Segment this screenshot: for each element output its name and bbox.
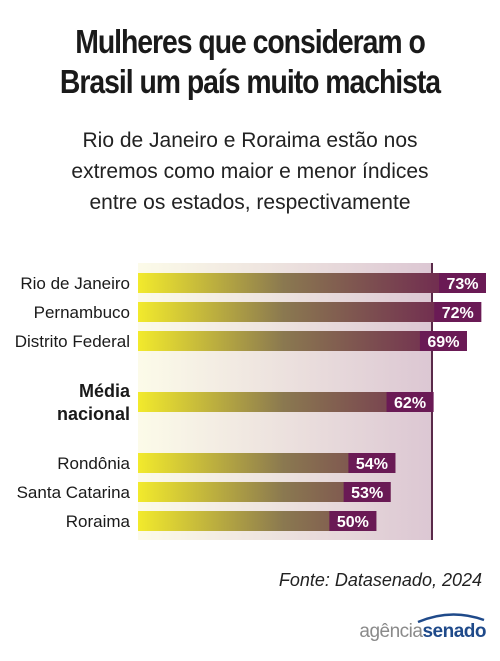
value-label-bg-media-nacional (386, 392, 434, 412)
source-note: Fonte: Datasenado, 2024 (278, 570, 482, 590)
value-label-bg-distrito-federal (419, 331, 467, 351)
chart-title: Mulheres que consideram o Brasil um país… (52, 22, 448, 102)
value-label-bg-pernambuco (434, 302, 482, 322)
category-label-rio-de-janeiro: Rio de Janeiro (20, 274, 130, 293)
subtitle-line-1: Rio de Janeiro e Roraima estão nos (82, 129, 418, 152)
bar-pernambuco (138, 302, 482, 322)
title-line-1: Mulheres que consideram o (75, 23, 426, 60)
value-label-rio-de-janeiro: 73% (446, 276, 478, 293)
category-label-distrito-federal: Distrito Federal (15, 332, 130, 351)
title-line-2: Brasil um país muito machista (59, 63, 441, 100)
bar-distrito-federal (138, 331, 467, 351)
bar-roraima (138, 511, 377, 531)
bar-media-nacional (138, 392, 434, 412)
category-label-roraima: Roraima (66, 512, 131, 531)
value-label-bg-roraima (329, 511, 377, 531)
value-label-bg-rondonia (348, 453, 396, 473)
bars-group: 73% Rio de Janeiro 72% Pernambuco 69% Distrit… (15, 273, 486, 531)
value-label-rondonia: 54% (356, 456, 388, 473)
value-label-pernambuco: 72% (442, 305, 474, 322)
logo-swoosh-icon (417, 613, 485, 624)
bar-rio-de-janeiro (138, 273, 486, 293)
value-label-media-nacional: 62% (394, 395, 426, 412)
logo-text-agencia: agência (359, 621, 423, 642)
category-label-santa-catarina: Santa Catarina (17, 483, 131, 502)
value-label-bg-rio-de-janeiro (439, 273, 486, 293)
category-label-rondonia: Rondônia (57, 454, 130, 473)
category-label-pernambuco: Pernambuco (34, 303, 130, 322)
bar-santa-catarina (138, 482, 391, 502)
chart-subtitle: Rio de Janeiro e Roraima estão nos extre… (20, 125, 480, 218)
bar-rondonia (138, 453, 396, 473)
value-label-bg-santa-catarina (343, 482, 391, 502)
value-label-distrito-federal: 69% (427, 334, 459, 351)
logo-text-senado: senado (422, 621, 486, 642)
subtitle-line-2: extremos como maior e menor índices (71, 160, 429, 183)
category-label-media-nacional: Média nacional (57, 381, 131, 424)
subtitle-line-3: entre os estados, respectivamente (89, 191, 411, 214)
value-label-santa-catarina: 53% (351, 485, 383, 502)
value-label-roraima: 50% (337, 514, 369, 531)
agencia-senado-logo: agênciasenado (359, 621, 486, 643)
